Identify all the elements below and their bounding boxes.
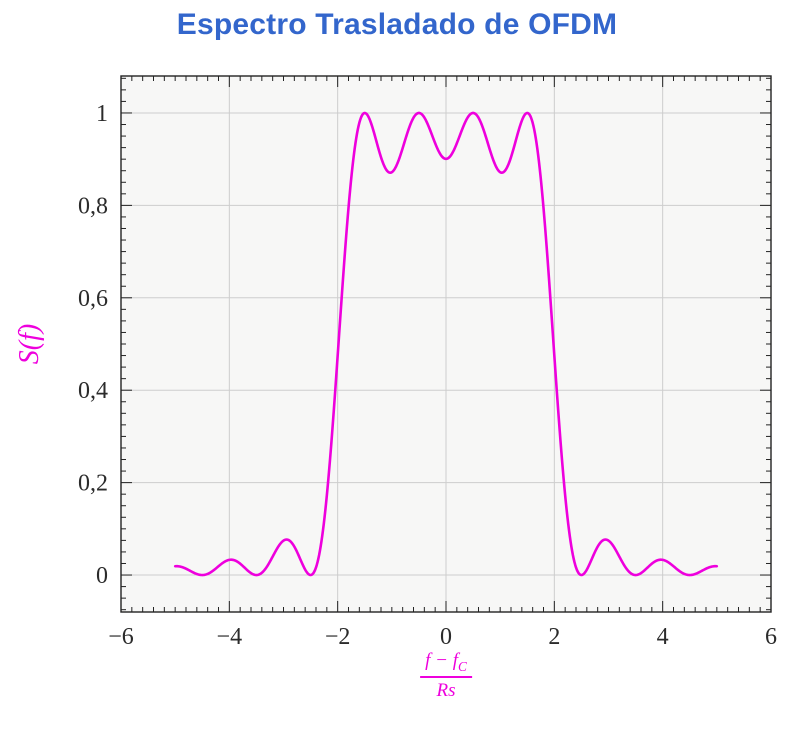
spectrum-curve bbox=[173, 111, 719, 577]
y-tick-label: 0 bbox=[96, 563, 108, 589]
x-tick-label: −6 bbox=[108, 624, 134, 650]
page-title: Espectro Trasladado de OFDM bbox=[176, 8, 618, 41]
y-tick-label: 0,8 bbox=[78, 193, 108, 219]
y-tick-label: 0,4 bbox=[78, 378, 108, 404]
x-tick-label: −2 bbox=[325, 624, 351, 650]
x-axis-label: f − fC Rs bbox=[420, 650, 472, 702]
fraction-numerator: f − fC bbox=[420, 650, 472, 679]
plot-border bbox=[120, 75, 772, 613]
x-tick-label: 0 bbox=[440, 624, 452, 650]
y-tick-label: 0,2 bbox=[78, 471, 108, 497]
y-tick-label: 0,6 bbox=[78, 286, 108, 312]
fraction-denominator: Rs bbox=[436, 680, 456, 702]
y-tick-label: 1 bbox=[96, 101, 108, 127]
x-tick-label: 4 bbox=[657, 624, 669, 650]
fraction-numerator-main: f − f bbox=[425, 650, 459, 671]
x-tick-label: −4 bbox=[217, 624, 243, 650]
fraction-numerator-sub: C bbox=[458, 658, 467, 674]
x-tick-label: 2 bbox=[548, 624, 560, 650]
x-tick-label: 6 bbox=[765, 624, 777, 650]
y-axis-label: S(f) bbox=[14, 323, 45, 365]
